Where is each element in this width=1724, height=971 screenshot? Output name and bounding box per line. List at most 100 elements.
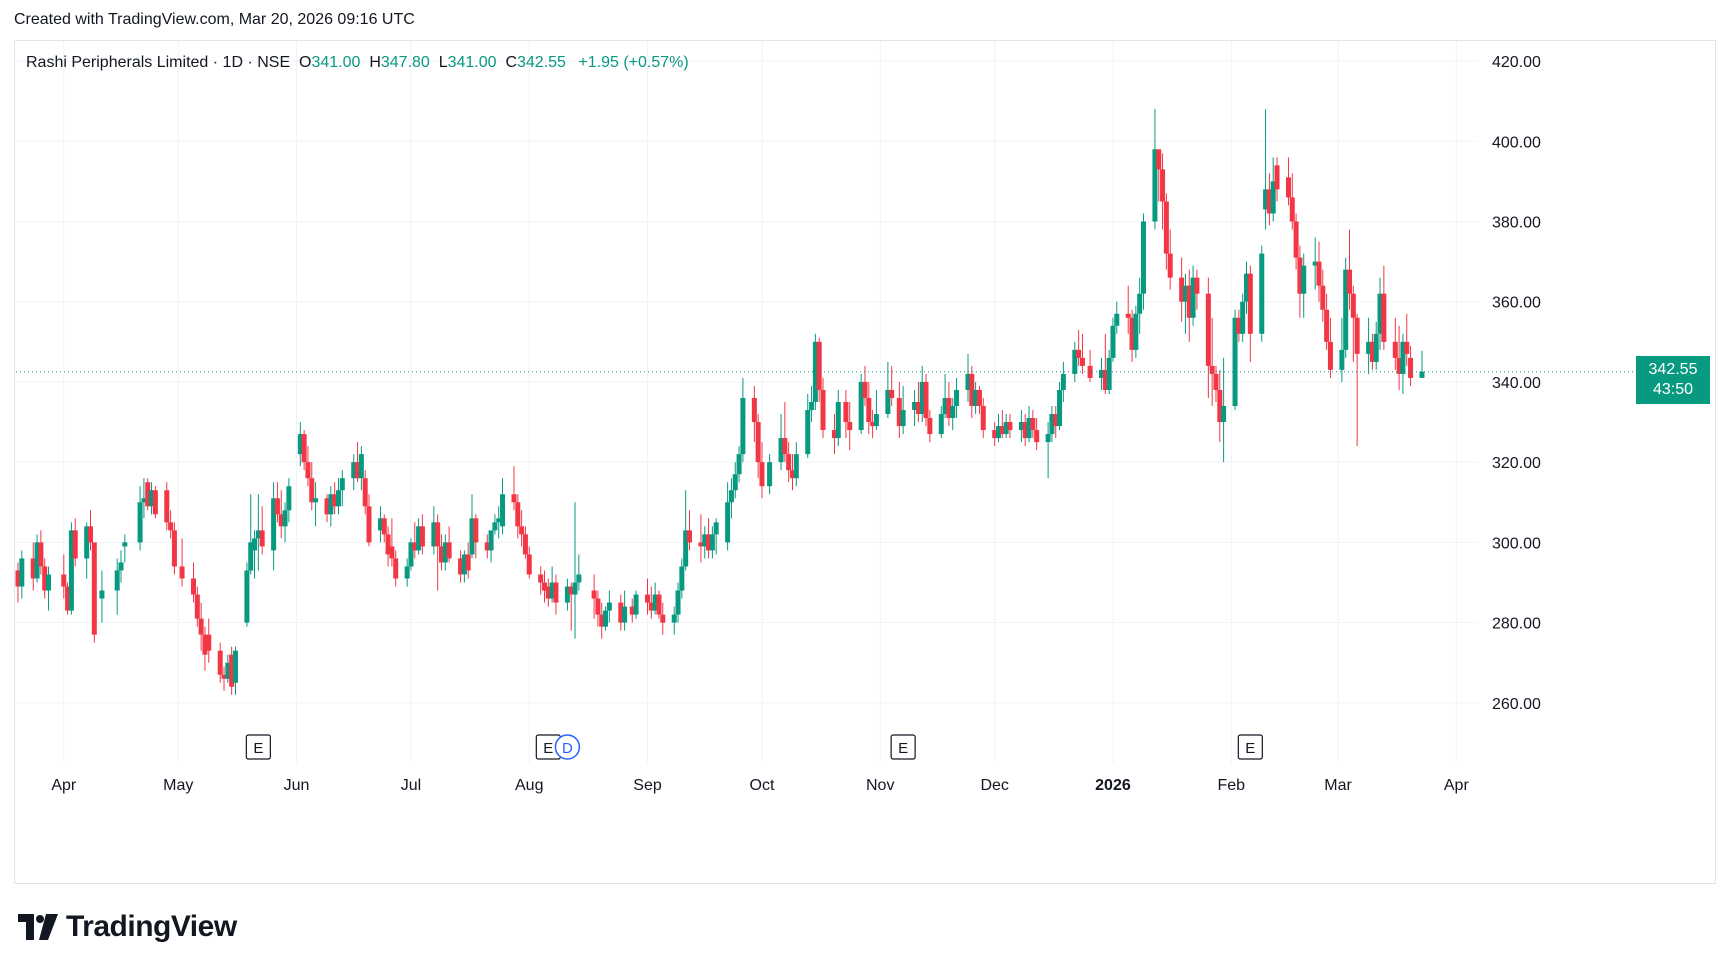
candle [793,442,799,487]
candle-body [34,542,40,579]
candle-body [1057,389,1063,427]
candle-body [305,462,311,479]
candle [339,470,345,507]
candle [900,385,906,435]
candle-body [46,574,52,591]
candle-body [1419,371,1425,378]
candle-body [1236,317,1242,334]
candle [99,570,105,623]
candle [1266,173,1272,226]
candle [114,558,120,615]
candle-body [1366,341,1372,354]
candle-body [278,514,284,527]
chart-frame[interactable] [14,40,1716,884]
earnings-marker[interactable]: E [535,734,561,760]
candle-body [217,650,223,675]
candle [351,454,357,491]
candle [1377,277,1383,350]
candle-body [900,410,906,427]
candle [458,550,464,583]
candle [976,385,982,415]
candle-body [709,534,715,551]
candle [511,466,517,511]
earnings-marker[interactable]: E [245,734,271,760]
candle-body [1373,333,1379,362]
candle-body [15,570,21,587]
interval-label: 1D [222,54,243,71]
candle [1030,410,1036,439]
symbol-name[interactable]: Rashi Peripherals Limited [26,54,209,71]
candle [122,534,128,563]
candle [595,590,601,627]
candle [381,514,387,543]
close-value: 342.55 [517,54,566,71]
candle-body [1160,169,1166,202]
last-price-value: 342.55 [1648,360,1698,378]
candle-body [1182,285,1188,302]
candle [652,582,658,615]
tradingview-logo[interactable]: TradingView [18,910,237,944]
candle [1324,293,1330,350]
candle [1232,309,1238,411]
x-axis-tick-label: Dec [980,777,1008,794]
candle [1320,269,1326,322]
candle-body [351,462,357,479]
candle [1182,273,1188,334]
candle [72,518,78,567]
candle [1259,245,1265,342]
candle-body [755,422,761,463]
candle-body [1129,317,1135,350]
candle-body [843,402,849,423]
candle [1152,109,1158,230]
candle-body [412,542,418,551]
candle-body [1102,369,1108,390]
earnings-marker[interactable]: E [890,734,916,760]
candle [835,389,841,447]
candle [973,381,979,415]
candle [866,381,872,435]
candle [1034,418,1040,451]
candle-body [1408,357,1414,378]
candle-body [301,434,307,463]
candle [1285,157,1291,206]
y-axis-tick-label: 280.00 [1492,616,1541,633]
candle-body [286,486,292,511]
candle [194,586,200,627]
candle [282,502,288,543]
candle-body [225,662,231,679]
candle-body [473,518,479,543]
candle-body [1232,317,1238,407]
candle [1236,309,1242,342]
candle [1247,265,1253,362]
dividend-marker[interactable]: D [554,734,581,760]
candle-body [973,389,979,407]
candle [1129,309,1135,362]
candle [1205,277,1211,398]
candle-body [149,490,155,507]
x-axis-tick-label: Jun [284,777,310,794]
candle-body [549,582,555,599]
candle [706,518,712,559]
earnings-marker[interactable]: E [1237,734,1263,760]
candle-body [1320,285,1326,310]
candle-body [873,414,879,427]
candle [896,381,902,439]
candle [1240,293,1246,342]
candle [954,377,960,419]
candle-body [118,562,124,571]
candle [1217,369,1223,443]
candle-body [492,522,498,531]
candle [202,626,208,671]
candle [1125,285,1131,334]
candle-body [1140,221,1146,294]
candle [1263,109,1269,230]
candle-body [366,506,372,543]
candle-body [1156,149,1162,170]
candle [873,389,879,431]
candle [767,454,773,495]
candle [1049,406,1055,443]
candle-body [1381,293,1387,342]
ohlc-legend: Rashi Peripherals Limited · 1D · NSE O34… [26,54,689,72]
candle [923,373,929,427]
